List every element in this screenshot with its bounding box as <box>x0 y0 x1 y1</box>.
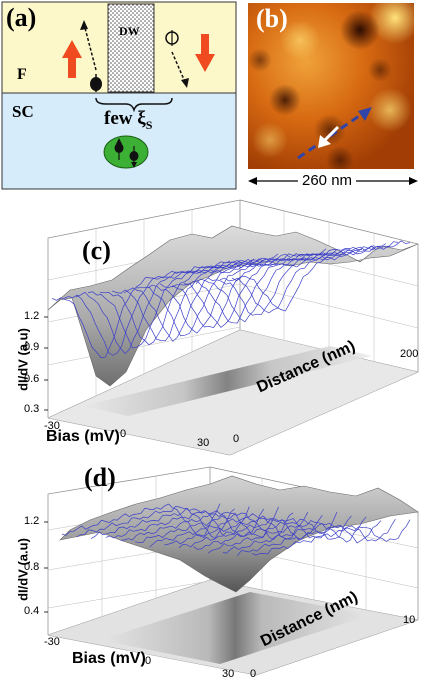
surface-mesh-line <box>251 519 411 556</box>
panel-d-label: (d) <box>84 463 116 492</box>
surface-mesh-line <box>159 249 339 329</box>
surface-mesh-line <box>61 503 221 537</box>
floor-projection <box>100 592 370 664</box>
surface-mesh-line <box>183 246 363 324</box>
panel-d-z-tick: 0.8 <box>24 561 40 573</box>
panel-d-z-tick: 0.4 <box>24 605 40 617</box>
panel-c-x-tick: 0 <box>120 428 127 440</box>
surface-mesh-line <box>99 253 279 346</box>
panel-c-x-label: Bias (mV) <box>46 428 120 445</box>
panel-c-x-tick: 30 <box>197 437 210 449</box>
panel-d-z-tick: 1.2 <box>24 515 40 527</box>
surface-mesh-line <box>120 506 279 541</box>
panel-c-z-tick: 0.6 <box>24 373 40 385</box>
coherence-bracket <box>95 97 173 113</box>
surface-mesh-line <box>135 512 294 544</box>
surface-mesh-line <box>123 253 303 342</box>
panel-c-z-tick: 0.9 <box>24 341 40 353</box>
coherence-length-label: few ξS <box>104 108 153 132</box>
panel-c-z-tick: 1.2 <box>24 310 40 322</box>
scan-arrowhead <box>358 107 372 121</box>
surface-mesh-line <box>231 240 411 312</box>
surface-mesh-line <box>219 241 399 314</box>
panel-a-label: (a) <box>6 3 37 32</box>
panel-d-y-tick: 0 <box>250 668 257 680</box>
surface-mesh-line <box>207 516 367 554</box>
panel-c-z-tick: 0.3 <box>24 403 40 415</box>
panel-c-y-tick: 0 <box>233 433 240 445</box>
panel-c-label: (c) <box>82 236 111 265</box>
panel-d-x-label: Bias (mV) <box>72 650 146 667</box>
surface-mesh-line <box>195 245 375 323</box>
cooper-pair-icon <box>103 135 149 169</box>
scale-bar-label: 260 nm <box>298 172 357 189</box>
surface-mesh-line <box>63 260 243 356</box>
surface-mesh-line <box>171 248 350 328</box>
magnetization-up-arrow <box>62 40 82 78</box>
panel-d-x-tick: 0 <box>145 655 152 667</box>
domain-wall-region <box>107 3 155 93</box>
surface-mesh-line <box>91 506 250 539</box>
panel-b-label: (b) <box>256 4 288 33</box>
panel-d-y-tick: 10 <box>403 614 416 626</box>
dos-surface <box>47 225 419 387</box>
surface-mesh-line <box>222 520 382 554</box>
surface-mesh-line <box>105 508 265 539</box>
ferromagnet-label: F <box>17 66 27 83</box>
domain-wall-label: DW <box>119 24 140 38</box>
panel-c-x-tick: -30 <box>44 420 60 432</box>
surface-mesh-line <box>111 253 291 342</box>
surface-mesh-line <box>76 506 235 539</box>
surface-mesh-line <box>164 514 323 546</box>
magnetization-down-arrow <box>195 34 215 72</box>
surface-mesh-line <box>193 515 352 550</box>
surface-mesh-line <box>207 243 387 316</box>
panel-d-x-tick: 30 <box>222 668 235 680</box>
superconductor-label: SC <box>12 102 34 121</box>
surface-mesh-line <box>237 519 396 557</box>
surface-mesh-line <box>87 257 267 349</box>
floor-projection <box>82 346 372 416</box>
surface-mesh-line <box>147 248 327 334</box>
panel-c-y-tick: 200 <box>400 348 419 360</box>
panel-d-x-tick: -30 <box>44 636 60 648</box>
surface-mesh-line <box>178 511 338 548</box>
